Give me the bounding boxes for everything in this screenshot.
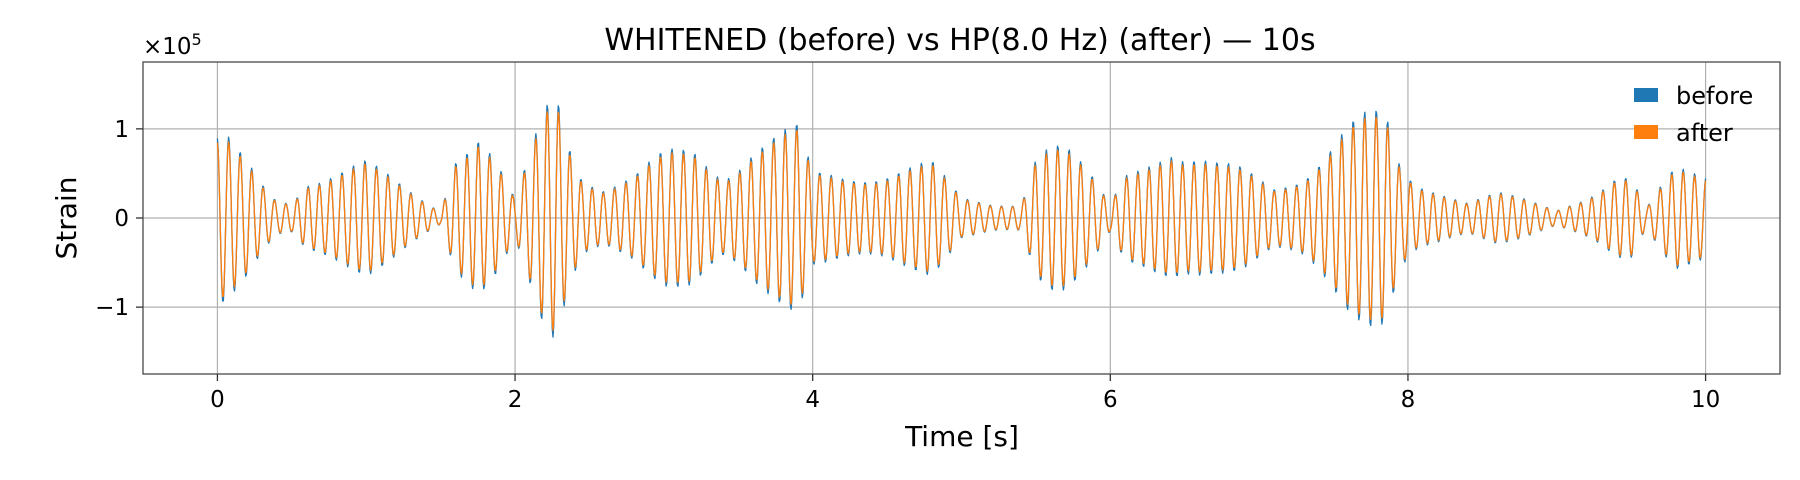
x-tick-label: 8 — [1401, 387, 1416, 413]
grid — [143, 62, 1780, 374]
x-tick-label: 6 — [1103, 387, 1118, 413]
x-tick-label: 10 — [1691, 387, 1720, 413]
legend-label-after: after — [1676, 119, 1733, 147]
y-scale-exponent: 5 — [192, 30, 202, 49]
legend-swatch-after — [1634, 125, 1658, 139]
y-tick-label: 0 — [114, 206, 129, 232]
chart-title: WHITENED (before) vs HP(8.0 Hz) (after) … — [604, 23, 1315, 58]
series-lines — [216, 104, 1707, 338]
y-scale-multiplier: ×10 — [143, 34, 192, 60]
x-tick-label: 2 — [508, 387, 523, 413]
y-ticks: −1 0 1 — [95, 117, 143, 321]
y-axis-label: Strain — [50, 177, 83, 260]
legend-swatch-before — [1634, 88, 1658, 102]
x-axis-label: Time [s] — [904, 420, 1019, 453]
y-tick-label: 1 — [114, 117, 129, 143]
legend-label-before: before — [1676, 82, 1753, 110]
y-tick-label: −1 — [95, 295, 129, 321]
legend: before after — [1634, 82, 1753, 147]
x-tick-label: 0 — [210, 387, 225, 413]
y-scale-label: ×105 — [143, 30, 202, 60]
series-line-after — [216, 111, 1707, 332]
x-ticks: 0 2 4 6 8 10 — [210, 374, 1720, 413]
x-tick-label: 4 — [805, 387, 820, 413]
